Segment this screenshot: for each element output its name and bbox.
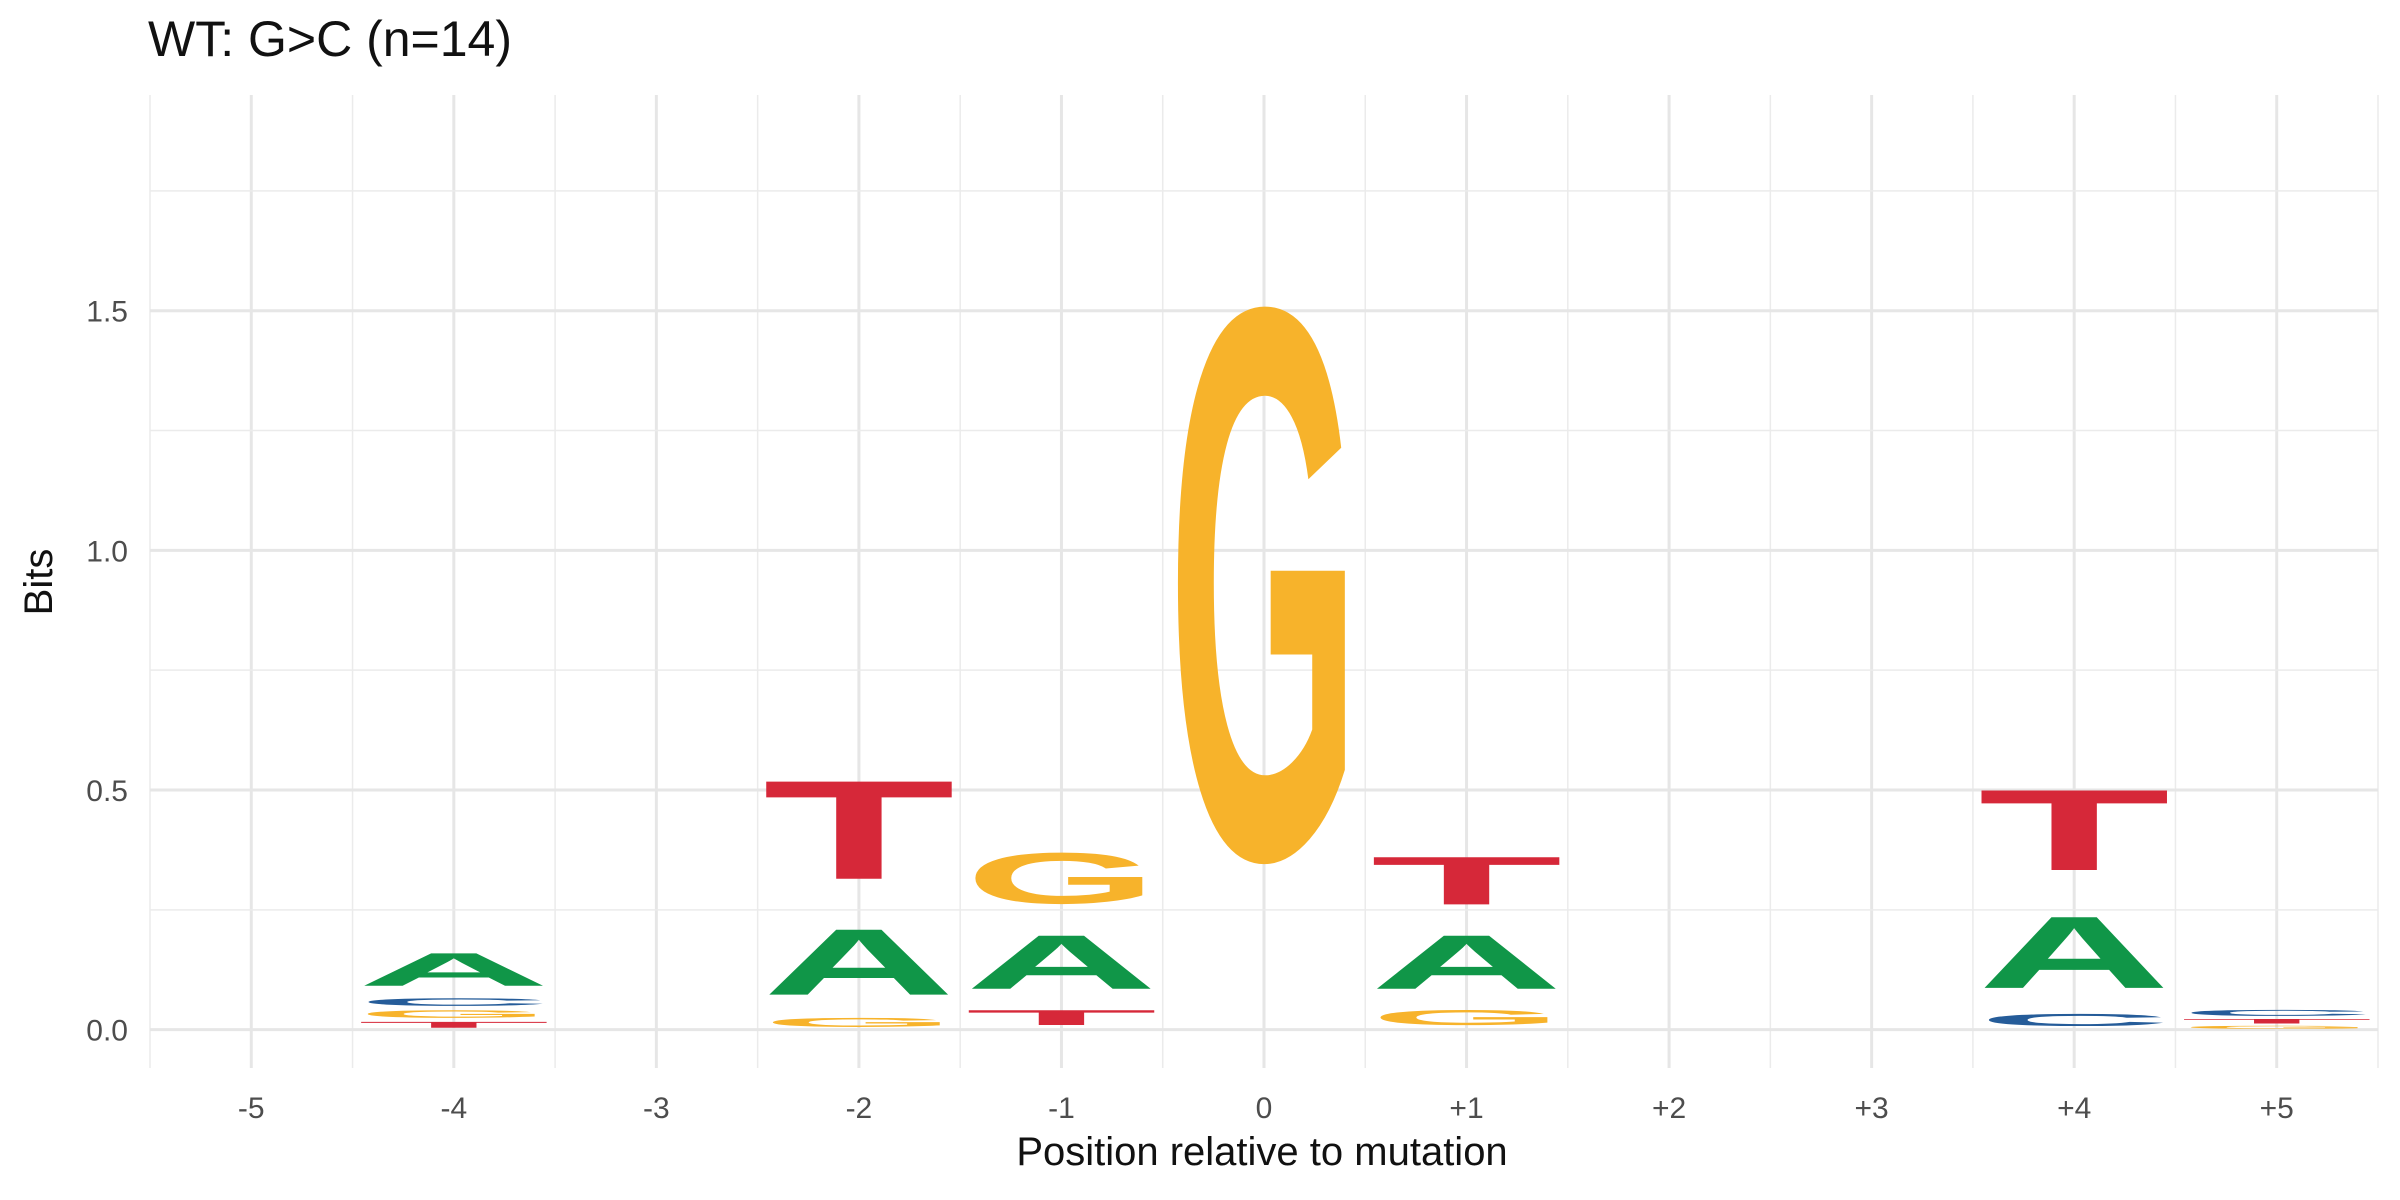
x-tick-label: -2 bbox=[846, 1092, 873, 1125]
logo-letter-T: T bbox=[1370, 843, 1562, 919]
x-tick-label: -1 bbox=[1048, 1092, 1075, 1125]
x-tick-label: +1 bbox=[1449, 1092, 1483, 1125]
logo-letter-G: G bbox=[1168, 144, 1360, 1024]
logo-letter-T: T bbox=[763, 751, 955, 909]
logo-letter-T: T bbox=[358, 1020, 550, 1030]
y-tick-label: 1.5 bbox=[86, 296, 128, 329]
y-axis-title: Bits bbox=[17, 549, 61, 616]
x-tick-label: -4 bbox=[440, 1092, 467, 1125]
logo-letter-T: T bbox=[1978, 766, 2170, 895]
logo-letter-A: A bbox=[1370, 919, 1562, 1005]
logo-letter-G: G bbox=[1370, 1006, 1562, 1030]
x-tick-label: -5 bbox=[238, 1092, 265, 1125]
logo-letter-A: A bbox=[763, 910, 955, 1015]
logo-letter-T: T bbox=[2181, 1018, 2373, 1025]
y-tick-label: 0.0 bbox=[86, 1015, 128, 1048]
logo-letter-G: G bbox=[2181, 1025, 2373, 1030]
logo-letter-G: G bbox=[965, 838, 1157, 919]
logo-letter-C: C bbox=[358, 996, 550, 1008]
logo-letter-T: T bbox=[965, 1006, 1157, 1030]
x-axis-title: Position relative to mutation bbox=[1016, 1130, 1507, 1174]
x-tick-label: +2 bbox=[1652, 1092, 1686, 1125]
logo-letter-C: C bbox=[2181, 1008, 2373, 1018]
x-tick-label: +3 bbox=[1855, 1092, 1889, 1125]
logo-letter-G: G bbox=[763, 1015, 955, 1029]
y-tick-label: 0.5 bbox=[86, 775, 128, 808]
y-tick-label: 1.0 bbox=[86, 535, 128, 568]
logo-letter-A: A bbox=[965, 919, 1157, 1005]
logo-letter-A: A bbox=[1978, 895, 2170, 1010]
x-tick-label: +5 bbox=[2260, 1092, 2294, 1125]
logo-letter-A: A bbox=[358, 943, 550, 996]
x-tick-label: +4 bbox=[2057, 1092, 2091, 1125]
axis-layer: 0.0 0.5 1.0 1.5 -5 -4 -3 -2 -1 0 +1 +2 +3 +4 +5 bbox=[86, 296, 2294, 1125]
grid-layer bbox=[149, 95, 2379, 1068]
x-tick-label: -3 bbox=[643, 1092, 670, 1125]
x-tick-label: 0 bbox=[1256, 1092, 1273, 1125]
logo-letter-C: C bbox=[1978, 1010, 2170, 1029]
chart-title: WT: G>C (n=14) bbox=[148, 11, 512, 67]
logo-letter-G: G bbox=[358, 1008, 550, 1020]
